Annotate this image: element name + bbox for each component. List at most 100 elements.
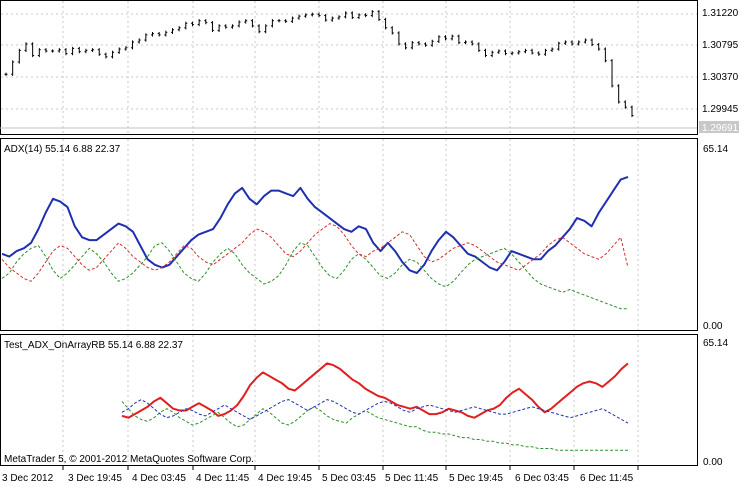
price-bar	[124, 46, 128, 51]
time-tick-label: 4 Dec 19:45	[258, 473, 312, 484]
adx-lines-series-1	[1, 242, 628, 310]
price-bar	[470, 40, 474, 46]
price-panel[interactable]: 1.31220 1.30795 1.30370 1.29945 1.29691	[0, 0, 739, 135]
price-bar	[310, 12, 314, 17]
price-axis-tick-2: 1.30795	[702, 40, 739, 51]
price-bar	[297, 14, 301, 20]
price-bar	[144, 33, 148, 42]
price-bar	[570, 40, 574, 46]
price-bar	[390, 26, 394, 35]
price-bar	[217, 24, 221, 32]
adx-axis-bottom: 0.00	[703, 321, 723, 332]
price-bar	[24, 42, 28, 52]
price-bar	[464, 40, 468, 45]
time-tick-label: 5 Dec 19:45	[449, 473, 503, 484]
grid-lines	[1, 1, 697, 465]
time-tick-label: 6 Dec 11:45	[580, 473, 634, 484]
price-bar	[523, 48, 527, 54]
price-bar	[377, 10, 381, 22]
price-bar	[610, 59, 614, 88]
price-bar	[324, 13, 328, 22]
price-axis-tick-3: 1.30370	[702, 72, 739, 83]
test-adx-panel[interactable]: Test_ADX_OnArrayRB 55.14 6.88 22.37 65.1…	[0, 334, 729, 469]
price-bar	[563, 40, 567, 45]
price-bar	[477, 42, 481, 52]
price-bar	[444, 35, 448, 41]
adx-panel[interactable]: ADX(14) 55.14 6.88 22.37 65.14 0.00	[0, 138, 729, 333]
price-bar	[630, 105, 634, 118]
adx-lines-series-0	[1, 175, 629, 274]
adx-lines-series-2	[1, 223, 629, 282]
price-bar	[290, 16, 294, 23]
time-tick-label: 4 Dec 03:45	[132, 473, 186, 484]
adx-lines	[1, 175, 629, 310]
price-bar	[230, 24, 234, 29]
price-bar	[224, 24, 228, 29]
price-bar	[11, 60, 15, 76]
price-bar	[164, 30, 168, 37]
price-bar	[430, 39, 434, 47]
price-bar	[270, 19, 274, 28]
price-bar	[410, 41, 414, 50]
price-bar	[157, 31, 161, 37]
price-bar	[497, 49, 501, 54]
price-bar	[350, 11, 354, 20]
price-bar	[590, 38, 594, 47]
price-bar	[284, 19, 288, 23]
price-bar	[304, 13, 308, 18]
time-tick-label: 4 Dec 11:45	[196, 473, 250, 484]
price-bar	[357, 13, 361, 20]
price-bar	[51, 49, 55, 53]
price-bar	[603, 47, 607, 63]
price-bar	[597, 42, 601, 51]
price-bar	[184, 21, 188, 30]
price-bar	[117, 47, 121, 54]
price-bar	[57, 48, 61, 53]
price-bar	[131, 40, 135, 50]
test-lines-series-2	[121, 399, 629, 424]
price-bar	[177, 26, 181, 32]
price-bar	[4, 72, 8, 76]
time-tick-label: 3 Dec 19:45	[68, 473, 122, 484]
price-bar	[577, 40, 581, 46]
test-adx-panel-frame	[0, 334, 698, 466]
price-bar	[111, 50, 115, 59]
price-bar	[257, 24, 261, 34]
price-bar	[510, 51, 514, 56]
price-bar	[537, 51, 541, 56]
time-tick-label: 5 Dec 03:45	[322, 473, 376, 484]
current-price-badge	[699, 121, 739, 133]
price-bar	[330, 16, 334, 22]
price-bar	[97, 48, 101, 56]
price-bar	[17, 48, 21, 64]
price-bar	[31, 42, 35, 58]
price-axis-tick-1: 1.31220	[702, 8, 739, 19]
price-bar	[277, 19, 281, 23]
price-bar	[483, 48, 487, 58]
price-bar	[71, 46, 75, 56]
price-bar	[490, 50, 494, 58]
time-tick-label: 5 Dec 11:45	[385, 473, 439, 484]
price-bar	[370, 10, 374, 18]
price-bar	[190, 21, 194, 27]
price-axis-tick-4: 1.29945	[702, 104, 739, 115]
price-bar	[397, 31, 401, 46]
price-bar	[37, 48, 41, 58]
price-bar	[617, 84, 621, 104]
test-adx-axis-top: 65.14	[703, 338, 728, 349]
test-adx-lines	[121, 362, 629, 451]
price-bar	[344, 11, 348, 19]
price-bar	[457, 34, 461, 45]
current-price-label: 1.29691	[702, 123, 739, 134]
test-lines-series-1	[121, 401, 628, 451]
price-bar	[557, 41, 561, 51]
price-bar	[77, 46, 81, 54]
price-bar	[550, 47, 554, 52]
price-bar	[317, 12, 321, 18]
price-bars	[4, 10, 634, 118]
test-lines-series-0	[121, 362, 629, 419]
time-axis: 3 Dec 2012 3 Dec 19:45 4 Dec 03:45 4 Dec 11…	[2, 466, 639, 484]
price-panel-frame	[0, 0, 698, 135]
price-bar	[237, 20, 241, 28]
